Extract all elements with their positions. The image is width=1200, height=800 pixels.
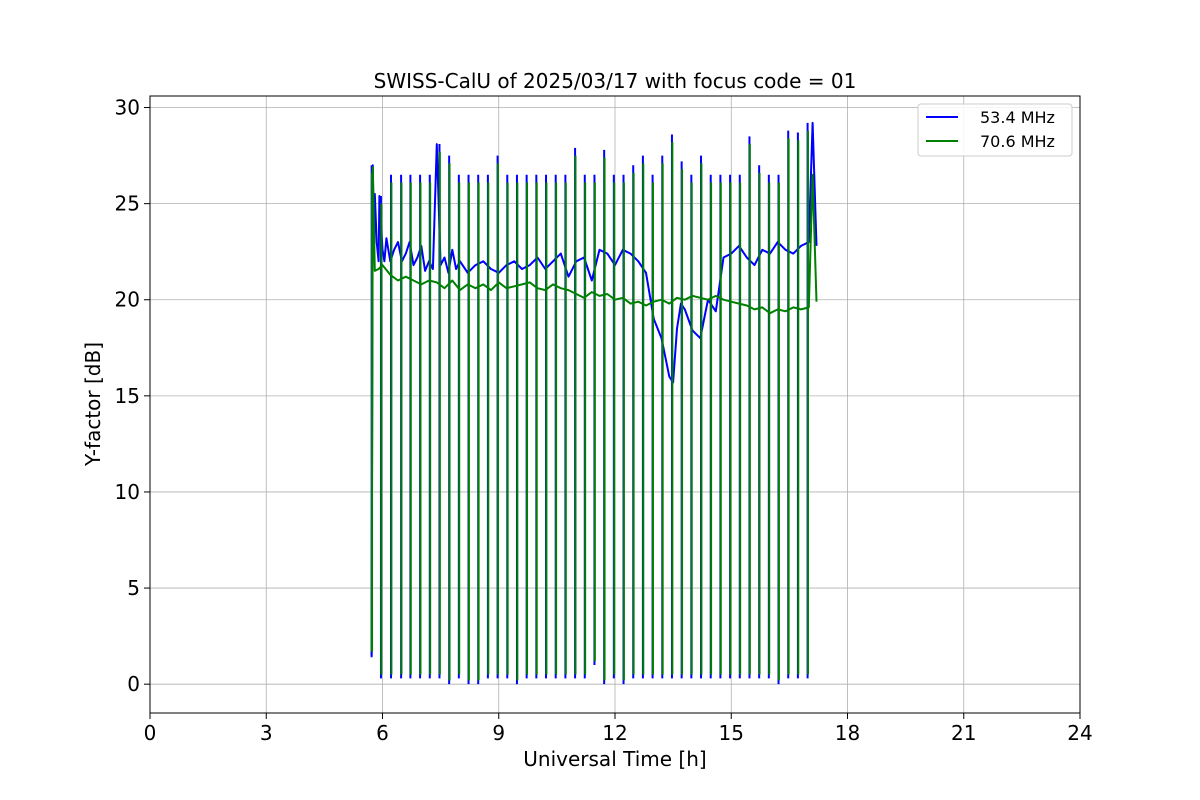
y-tick-label: 0 [127,672,140,696]
x-tick-label: 15 [719,721,744,745]
y-axis-title: Y-factor [dB] [81,342,105,467]
x-tick-label: 6 [376,721,389,745]
legend-label-70-6-mhz: 70.6 MHz [980,132,1055,151]
x-tick-label: 24 [1067,721,1092,745]
x-tick-label: 3 [260,721,273,745]
tick-layer: 0 3 6 9 12 15 18 21 24 0 5 10 15 20 25 30 [115,96,1093,745]
y-tick-label: 5 [127,576,140,600]
x-tick-label: 9 [492,721,505,745]
x-tick-label: 12 [602,721,627,745]
x-tick-label: 21 [951,721,976,745]
y-tick-label: 30 [115,96,140,120]
x-tick-label: 0 [144,721,157,745]
legend: 53.4 MHz 70.6 MHz [917,103,1073,157]
y-tick-label: 25 [115,192,140,216]
chart-title: SWISS-CalU of 2025/03/17 with focus code… [374,69,857,93]
series-layer [370,121,818,685]
y-tick-label: 10 [115,480,140,504]
x-axis-title: Universal Time [h] [523,747,706,771]
y-tick-label: 15 [115,384,140,408]
y-tick-label: 20 [115,288,140,312]
legend-label-53-4-mhz: 53.4 MHz [980,108,1055,127]
series-70-6-mhz [370,130,818,681]
x-tick-label: 18 [835,721,860,745]
